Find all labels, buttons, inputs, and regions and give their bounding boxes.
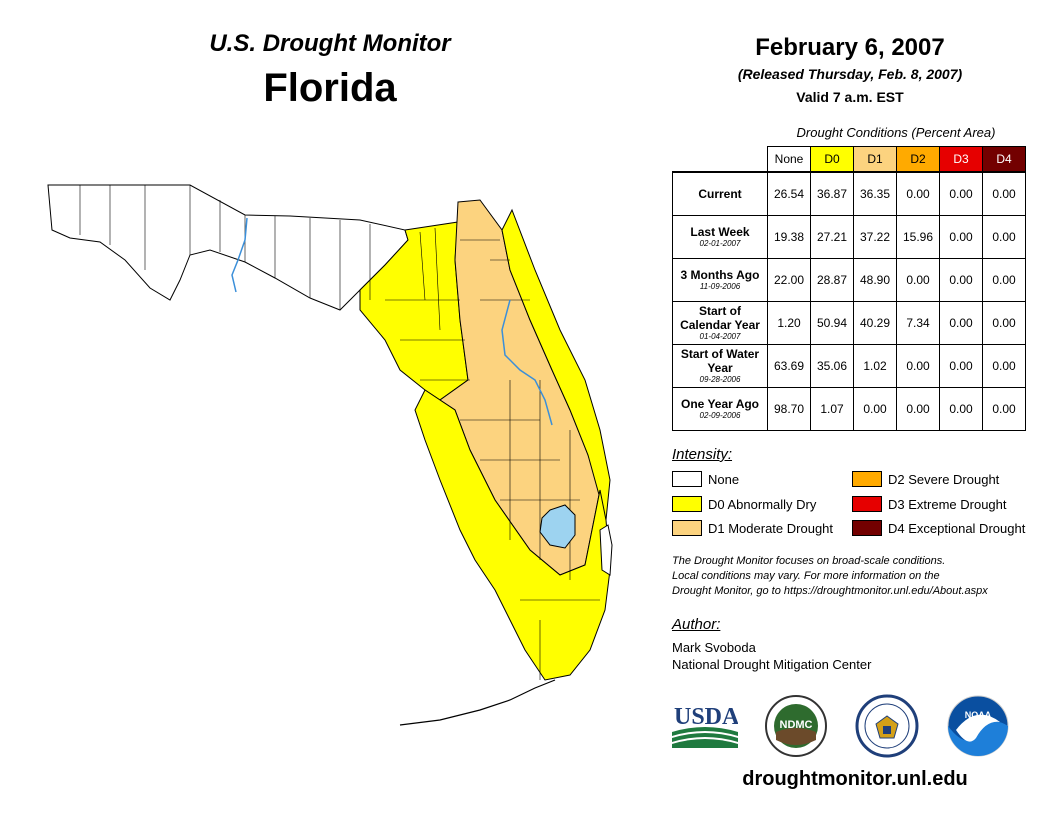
table-cell: 0.00 [939,301,983,345]
legend-swatch [672,471,702,487]
legend-item-none: None [672,470,739,488]
apalachicola-river [231,217,248,293]
region-d0-east-coast [501,208,611,521]
col-header-none: None [767,146,811,173]
legend-item-d4: D4 Exceptional Drought [852,519,1025,537]
table-cell: 0.00 [939,258,983,302]
florida-drought-map [47,184,613,726]
commerce-seal-icon [855,694,919,758]
drought-conditions-table: None D0 D1 D2 D3 D4 Current 26.54 36.87 … [672,146,1026,431]
map-date: February 6, 2007 [755,34,945,61]
author-organization: National Drought Mitigation Center [672,657,872,672]
table-cell: 1.07 [810,387,854,431]
table-cell: 0.00 [939,171,983,216]
table-cell: 0.00 [939,344,983,388]
table-cell: 35.06 [810,344,854,388]
legend-item-d2: D2 Severe Drought [852,470,999,488]
florida-keys [399,679,556,726]
table-cell: 15.96 [896,215,940,259]
map-title: Florida [263,66,397,110]
row-label: Last Week 02-01-2007 [672,215,768,259]
region-none-southeast [599,524,613,576]
legend-swatch [672,496,702,512]
legend-swatch [672,520,702,536]
legend-title: Intensity: [672,446,733,463]
table-cell: 37.22 [853,215,897,259]
st-johns-river [501,299,553,426]
table-row: One Year Ago 02-09-2006 98.70 1.07 0.00 0… [672,387,1026,431]
table-cell: 26.54 [767,171,811,216]
table-cell: 50.94 [810,301,854,345]
legend-item-d1: D1 Moderate Drought [672,519,833,537]
col-header-d2: D2 [896,146,940,173]
row-label: Start of Water Year 09-28-2006 [672,344,768,388]
svg-text:NDMC: NDMC [780,719,813,731]
lake-okeechobee [539,504,576,549]
author-heading: Author: [672,616,721,633]
region-none-panhandle [47,184,409,311]
noaa-logo-icon: NOAA [947,695,1009,757]
disclaimer-note: The Drought Monitor focuses on broad-sca… [672,555,988,597]
table-cell: 0.00 [896,344,940,388]
table-cell: 0.00 [982,258,1026,302]
map-subtitle: U.S. Drought Monitor [209,30,451,57]
table-row: Start of Water Year 09-28-2006 63.69 35.0… [672,344,1026,388]
table-cell: 0.00 [982,344,1026,388]
col-header-d3: D3 [939,146,983,173]
conditions-title: Drought Conditions (Percent Area) [796,125,996,140]
table-row: 3 Months Ago 11-09-2006 22.00 28.87 48.90… [672,258,1026,302]
table-cell: 22.00 [767,258,811,302]
table-cell: 0.00 [896,387,940,431]
ndmc-logo-icon: NDMC [765,695,827,757]
col-header-d0: D0 [810,146,854,173]
table-cell: 36.35 [853,171,897,216]
table-cell: 28.87 [810,258,854,302]
row-label: 3 Months Ago 11-09-2006 [672,258,768,302]
svg-text:USDA: USDA [674,704,738,730]
col-header-d1: D1 [853,146,897,173]
table-row: Start of Calendar Year 01-04-2007 1.20 50… [672,301,1026,345]
usda-logo-icon: USDA [672,704,738,748]
table-row: Current 26.54 36.87 36.35 0.00 0.00 0.00 [672,171,1026,216]
table-corner [673,147,768,173]
table-cell: 0.00 [896,258,940,302]
legend-swatch [852,496,882,512]
table-cell: 40.29 [853,301,897,345]
table-cell: 0.00 [896,171,940,216]
table-cell: 0.00 [982,301,1026,345]
table-cell: 0.00 [982,215,1026,259]
table-cell: 0.00 [982,171,1026,216]
table-cell: 0.00 [853,387,897,431]
table-cell: 98.70 [767,387,811,431]
website-url: droughtmonitor.unl.edu [742,768,968,790]
legend-item-d0: D0 Abnormally Dry [672,495,816,513]
table-cell: 1.20 [767,301,811,345]
col-header-d4: D4 [982,146,1026,173]
release-date: (Released Thursday, Feb. 8, 2007) [737,66,963,82]
svg-text:NOAA: NOAA [965,710,992,720]
table-cell: 7.34 [896,301,940,345]
region-d0-west-coast [414,389,611,681]
author-name: Mark Svoboda [672,640,756,655]
table-cell: 27.21 [810,215,854,259]
table-cell: 0.00 [982,387,1026,431]
valid-time: Valid 7 a.m. EST [796,89,904,105]
legend-swatch [852,520,882,536]
table-cell: 0.00 [939,215,983,259]
row-label: One Year Ago 02-09-2006 [672,387,768,431]
row-label: Current [672,171,768,216]
table-cell: 1.02 [853,344,897,388]
row-label: Start of Calendar Year 01-04-2007 [672,301,768,345]
table-cell: 19.38 [767,215,811,259]
table-cell: 36.87 [810,171,854,216]
table-cell: 63.69 [767,344,811,388]
table-cell: 48.90 [853,258,897,302]
table-cell: 0.00 [939,387,983,431]
legend-item-d3: D3 Extreme Drought [852,495,1007,513]
legend-swatch [852,471,882,487]
table-row: Last Week 02-01-2007 19.38 27.21 37.22 15… [672,215,1026,259]
